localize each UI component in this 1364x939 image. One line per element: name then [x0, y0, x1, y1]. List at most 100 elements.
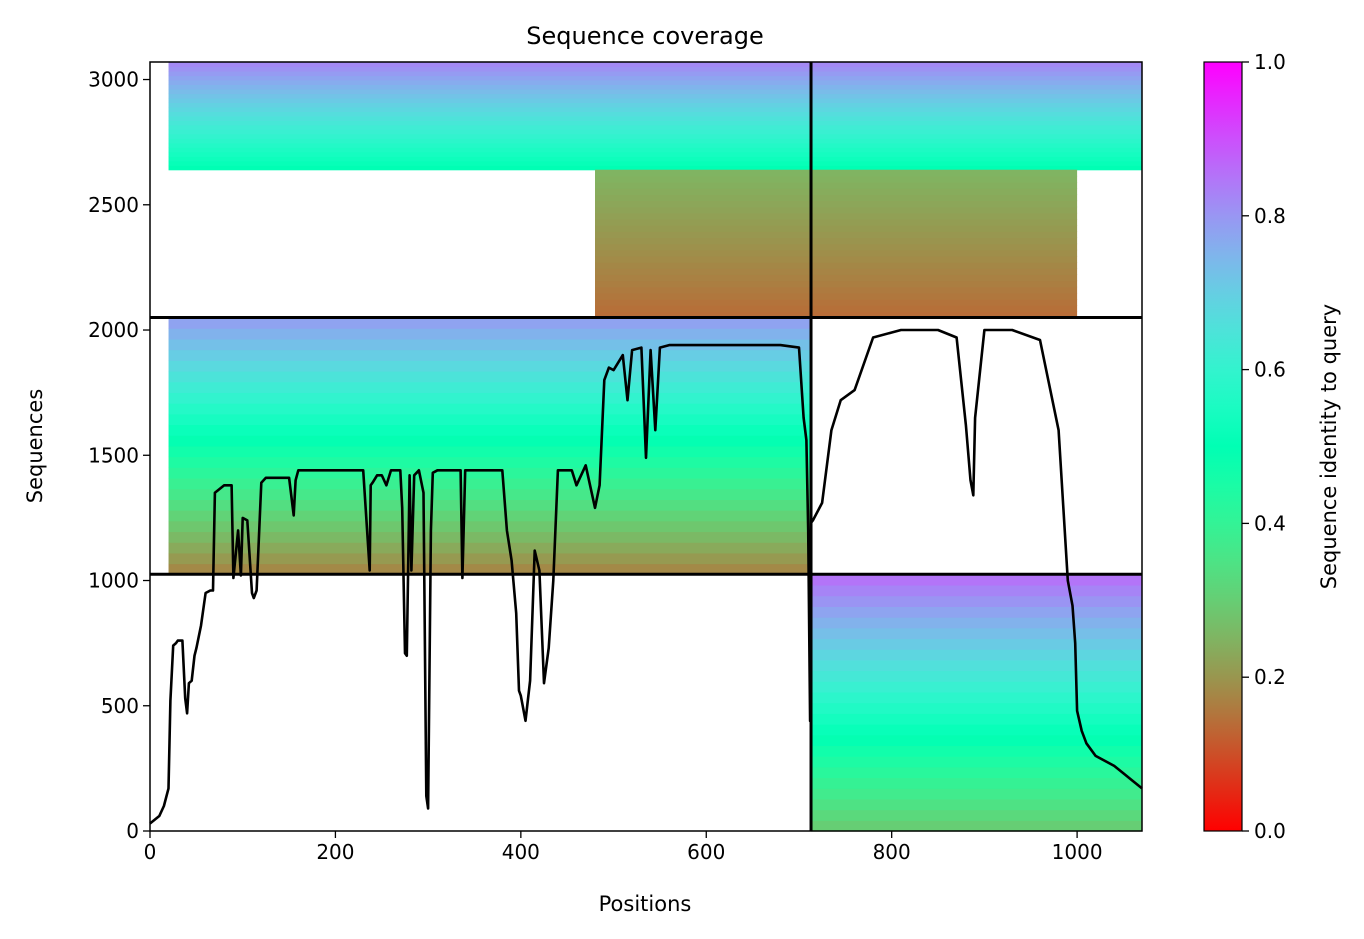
coverage-band [168, 488, 812, 500]
coverage-band [811, 649, 1142, 661]
coverage-band [595, 305, 812, 312]
colorbar-ticks: 0.0 0.2 0.4 0.6 0.8 1.0 [1242, 50, 1286, 843]
coverage-band [811, 595, 1142, 607]
coverage-band [595, 175, 812, 183]
coverage-band [811, 194, 1078, 202]
coverage-band [811, 93, 1142, 99]
coverage-band [811, 84, 1142, 90]
coverage-band [168, 328, 812, 340]
colorbar-tick-label: 0.2 [1254, 665, 1286, 689]
coverage-band [811, 745, 1142, 757]
colorbar-tick-label: 0.6 [1254, 358, 1286, 382]
coverage-band [595, 212, 812, 220]
x-tick-label: 200 [316, 840, 354, 864]
coverage-band [811, 659, 1142, 672]
coverage-band [811, 237, 1078, 245]
coverage-band [595, 225, 812, 232]
coverage-band [811, 574, 1142, 586]
coverage-band [811, 617, 1142, 629]
coverage-band [168, 510, 812, 522]
coverage-band [811, 142, 1142, 148]
x-tick-label: 0 [144, 840, 157, 864]
coverage-band [811, 268, 1078, 275]
coverage-band [811, 206, 1078, 214]
coverage-band [168, 403, 812, 415]
coverage-band [595, 286, 812, 294]
coverage-band [168, 338, 812, 351]
coverage-band [811, 243, 1078, 251]
coverage-band [168, 115, 812, 121]
coverage-band [168, 477, 812, 490]
coverage-band [811, 734, 1142, 747]
coverage-band [811, 188, 1078, 195]
coverage-band [168, 93, 812, 99]
coverage-band [811, 292, 1078, 300]
coverage-band [168, 435, 812, 447]
coverage-band [595, 243, 812, 251]
coverage-band [168, 151, 812, 157]
coverage-band [811, 70, 1142, 77]
coverage-band [168, 156, 812, 162]
coverage-band [811, 638, 1142, 650]
coverage-band [811, 115, 1142, 121]
coverage-band [168, 133, 812, 139]
coverage-band [811, 311, 1078, 319]
coverage-band [811, 724, 1142, 736]
coverage-band [811, 702, 1142, 714]
coverage-band [811, 200, 1078, 208]
coverage-band [811, 138, 1142, 144]
coverage-band [168, 75, 812, 81]
coverage-band [168, 129, 812, 135]
coverage-band [168, 360, 812, 372]
coverage-band [811, 88, 1142, 95]
coverage-band [811, 809, 1142, 821]
coverage-band [595, 231, 812, 239]
coverage-band [168, 147, 812, 153]
coverage-band [811, 756, 1142, 768]
coverage-band [811, 124, 1142, 130]
coverage-band [811, 286, 1078, 294]
coverage-band [168, 84, 812, 90]
coverage-block [168, 317, 812, 575]
coverage-band [168, 317, 812, 329]
coverage-band [168, 102, 812, 108]
coverage-band [168, 381, 812, 393]
coverage-band [168, 370, 812, 383]
coverage-band [811, 102, 1142, 108]
coverage-band [168, 124, 812, 130]
coverage-band [811, 151, 1142, 157]
coverage-band [168, 467, 812, 479]
plot-frame [149, 61, 1143, 832]
y-tick-label: 0 [126, 819, 139, 843]
coverage-band [811, 225, 1078, 232]
coverage-band [811, 627, 1142, 640]
coverage-band [168, 70, 812, 77]
coverage-band [811, 280, 1078, 288]
y-axis-label: Sequences [23, 389, 47, 504]
coverage-band [168, 520, 812, 533]
coverage-band [811, 766, 1142, 779]
coverage-band [168, 111, 812, 117]
coverage-band [811, 777, 1142, 789]
colorbar-tick-label: 0.0 [1254, 819, 1286, 843]
coverage-band [811, 681, 1142, 693]
coverage-band [595, 194, 812, 202]
coverage-band [811, 606, 1142, 618]
coverage-band [811, 231, 1078, 239]
coverage-band [168, 106, 812, 112]
coverage-band [811, 713, 1142, 725]
y-tick-label: 1500 [88, 443, 139, 467]
coverage-band [811, 120, 1142, 126]
coverage-band [811, 129, 1142, 135]
coverage-band [168, 445, 812, 458]
coverage-band [168, 97, 812, 103]
coverage-band [168, 120, 812, 126]
coverage-heatmap [168, 62, 1142, 832]
coverage-band [168, 424, 812, 436]
coverage-band [168, 456, 812, 468]
coverage-band [811, 305, 1078, 312]
coverage-band [595, 262, 812, 269]
coverage-band [168, 563, 812, 575]
coverage-band [811, 255, 1078, 263]
